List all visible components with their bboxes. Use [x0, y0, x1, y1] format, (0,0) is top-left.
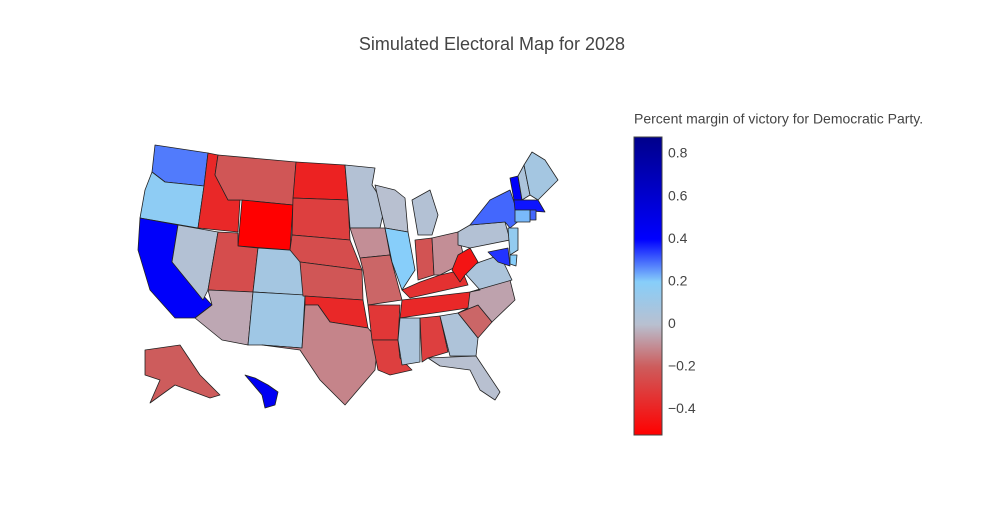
state [507, 227, 519, 256]
colorbar-tick-label: −0.2 [668, 358, 696, 374]
state [461, 254, 513, 293]
state [469, 189, 521, 229]
state [513, 199, 546, 213]
colorbar-tick-label: 0.8 [668, 145, 688, 161]
colorbar-tick-label: −0.4 [668, 400, 696, 416]
state [457, 221, 511, 249]
state [419, 315, 449, 363]
state [291, 197, 351, 241]
state [261, 304, 379, 406]
state [237, 199, 294, 251]
state [487, 247, 511, 267]
colorbar-title: Percent margin of victory for Democratic… [634, 111, 923, 127]
state [509, 254, 518, 267]
colorbar-tick-label: 0.2 [668, 272, 688, 288]
colorbar: −0.4 −0.2 0 0.2 0.4 0.6 0.8 [633, 136, 696, 436]
states [137, 144, 559, 409]
state [427, 355, 501, 401]
state [292, 161, 349, 201]
state [171, 224, 219, 301]
state [397, 317, 421, 366]
state [247, 291, 306, 349]
state [457, 279, 516, 323]
state [214, 154, 297, 206]
colorbar-gradient [633, 136, 663, 436]
state [414, 237, 435, 281]
state [439, 312, 479, 357]
state [523, 151, 559, 201]
state [144, 344, 221, 404]
state [411, 189, 439, 236]
colorbar-tick-label: 0 [668, 315, 676, 331]
state [244, 374, 279, 409]
state [514, 209, 531, 223]
state [367, 304, 401, 341]
colorbar-tick-label: 0.6 [668, 187, 688, 203]
state [349, 227, 391, 259]
state [529, 209, 537, 221]
state [359, 254, 403, 306]
state [384, 227, 416, 291]
state [374, 184, 409, 233]
colorbar-tick-label: 0.4 [668, 230, 688, 246]
map-title: Simulated Electoral Map for 2028 [359, 34, 625, 54]
